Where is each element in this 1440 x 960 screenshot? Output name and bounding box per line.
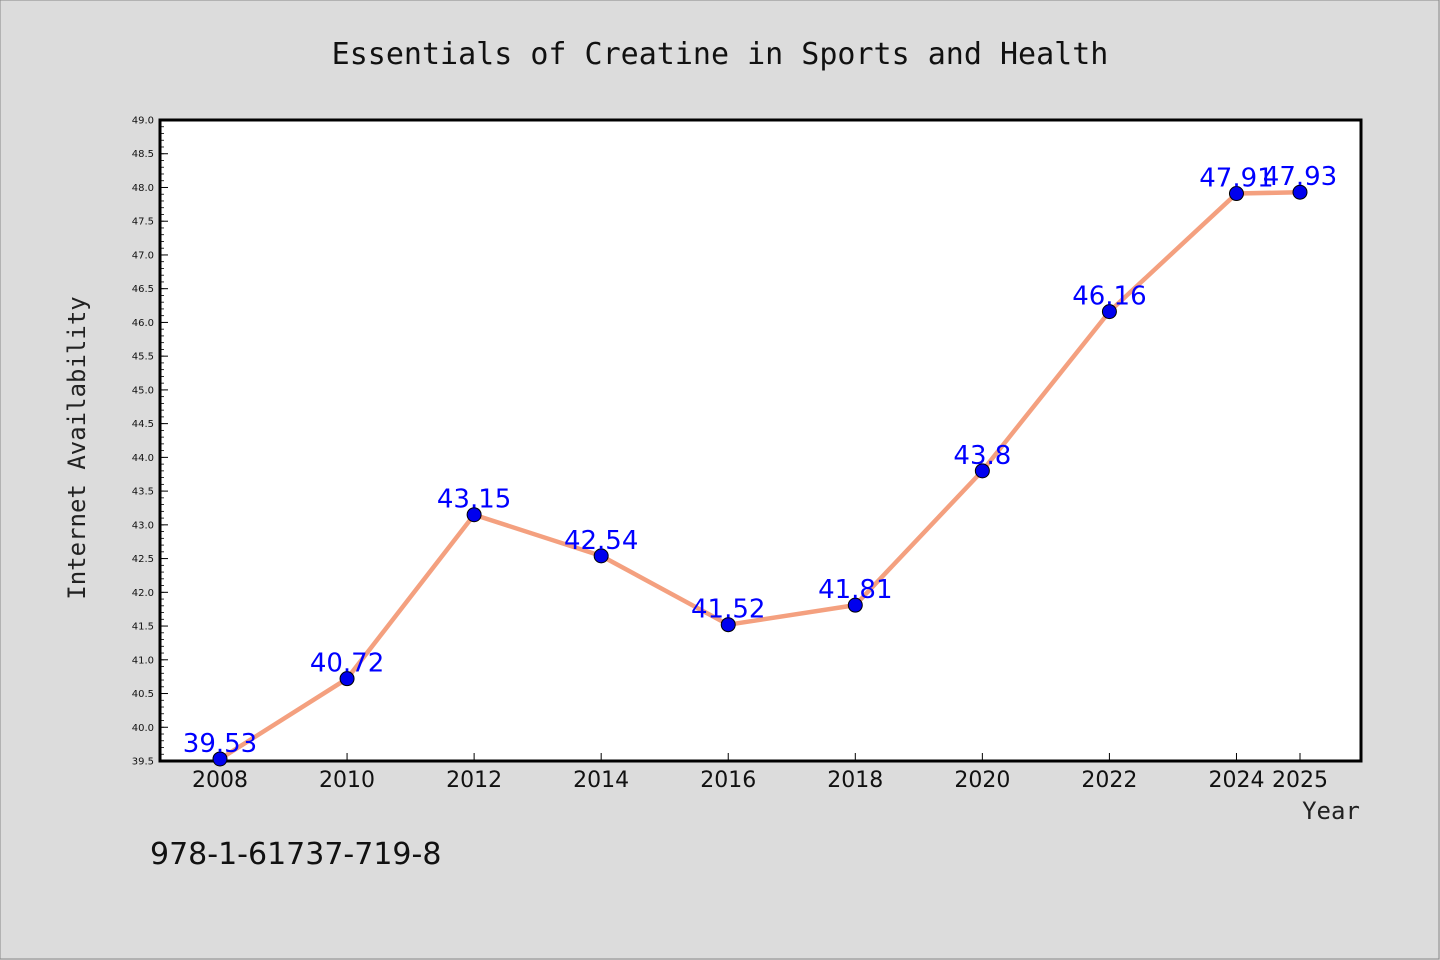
y-tick-label: 47.0 — [132, 250, 154, 261]
x-axis-label: Year — [1302, 797, 1360, 825]
y-axis-label: Internet Availability — [63, 296, 91, 599]
data-label: 43.8 — [953, 441, 1011, 471]
y-tick-label: 44.5 — [132, 419, 154, 430]
y-tick-label: 46.0 — [132, 318, 154, 329]
y-tick-label: 44.0 — [132, 453, 154, 464]
data-point — [1292, 184, 1308, 200]
data-label: 41.52 — [691, 595, 765, 625]
series-polyline — [218, 189, 1301, 761]
data-label: 47.91 — [1199, 164, 1273, 194]
y-tick-label: 41.0 — [132, 655, 154, 666]
y-tick-label: 43.5 — [132, 487, 154, 498]
data-label: 42.54 — [564, 526, 638, 556]
data-markers — [212, 184, 1308, 767]
data-point — [212, 751, 228, 767]
data-point — [847, 597, 863, 613]
y-tick-label: 43.0 — [132, 520, 154, 531]
y-tick-label: 48.5 — [132, 149, 154, 160]
y-tick-label: 42.5 — [132, 554, 154, 565]
x-tick-label: 2010 — [319, 768, 375, 793]
y-tick-label: 45.5 — [132, 352, 154, 363]
y-tick-label: 45.0 — [132, 385, 154, 396]
x-tick-label: 2016 — [700, 768, 756, 793]
chart-title: Essentials of Creatine in Sports and Hea… — [332, 37, 1109, 72]
y-tick-label: 49.0 — [132, 116, 154, 127]
data-point — [593, 548, 609, 564]
data-point — [720, 617, 736, 633]
y-tick-label: 47.5 — [132, 217, 154, 228]
data-point — [466, 507, 482, 523]
x-tick-label: 2022 — [1081, 768, 1137, 793]
data-label: 41.81 — [818, 575, 892, 605]
data-point — [339, 671, 355, 687]
data-label: 43.15 — [437, 485, 511, 515]
data-label: 47.93 — [1263, 162, 1337, 192]
y-tick-label: 40.0 — [132, 723, 154, 734]
x-tick-label: 2014 — [573, 768, 629, 793]
y-tick-label: 48.0 — [132, 183, 154, 194]
data-labels: 39.53 40.72 43.15 42.54 41.52 41.81 43.8 46.16 4… — [183, 162, 1337, 759]
data-point — [974, 463, 990, 479]
x-tick-label: 2018 — [827, 768, 883, 793]
data-label: 39.53 — [183, 729, 257, 759]
x-tick-label: 2024 — [1208, 768, 1264, 793]
x-tick-label: 2008 — [192, 768, 248, 793]
y-tick-label: 41.5 — [132, 622, 154, 633]
isbn-note: 978-1-61737-719-8 — [150, 837, 441, 872]
series-line — [218, 189, 1301, 761]
y-tick-label: 40.5 — [132, 689, 154, 700]
x-tick-label: 2020 — [954, 768, 1010, 793]
plot-area — [158, 118, 1363, 763]
data-label: 46.16 — [1072, 282, 1146, 312]
x-tick-label: 2012 — [446, 768, 502, 793]
data-point — [1228, 186, 1244, 202]
y-tick-label: 39.5 — [132, 757, 154, 768]
data-point — [1101, 304, 1117, 320]
x-tick-label: 2025 — [1272, 768, 1328, 793]
y-tick-label: 46.5 — [132, 284, 154, 295]
x-axis-ticks: 2008 2010 2012 2014 2016 2018 2020 2022 2024 2025 — [192, 753, 1328, 793]
data-label: 40.72 — [310, 649, 384, 679]
y-axis-ticks: 39.5 40.0 40.5 41.0 41.5 42.0 42.5 43.0 43.5 44.0… — [132, 116, 168, 768]
y-tick-label: 42.0 — [132, 588, 154, 599]
